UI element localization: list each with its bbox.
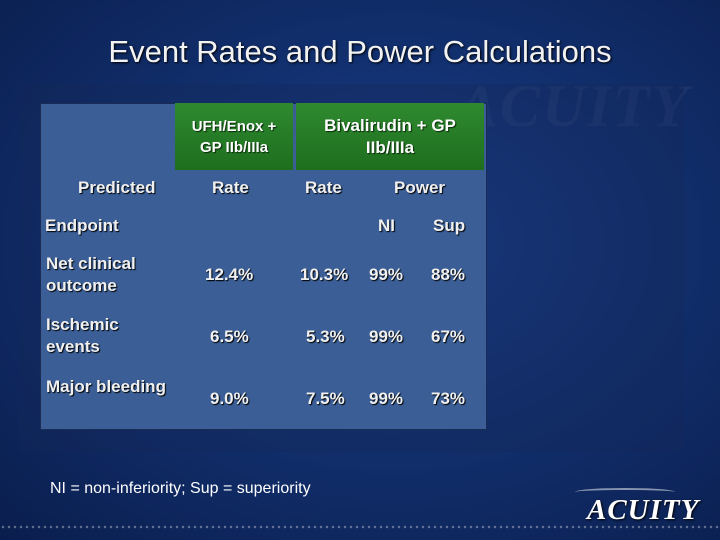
header-ufh-enox: UFH/Enox + GP IIb/IIIa <box>175 103 293 170</box>
table-row-label: Major bleeding <box>46 377 166 396</box>
table-row-label: Ischemic events <box>46 315 119 356</box>
ni-header: NI <box>378 216 395 235</box>
logo-watermark: ACUITY <box>457 73 690 139</box>
table-cell-rate-ufh: 12.4% <box>205 265 254 284</box>
logo-swoosh-icon <box>575 488 675 496</box>
table-cell-sup: 67% <box>431 327 466 346</box>
table-cell-ni: 99% <box>369 265 404 284</box>
header-ufh-enox-label: UFH/Enox + GP IIb/IIIa <box>191 117 277 156</box>
endpoint-label: Endpoint <box>45 216 119 235</box>
acuity-logo: ACUITY <box>587 494 700 526</box>
rate-header-bival: Rate <box>305 178 342 197</box>
decorative-dot-strip <box>0 524 720 530</box>
header-bivalirudin: Bivalirudin + GP IIb/IIIa <box>296 103 484 170</box>
slide-title: Event Rates and Power Calculations <box>108 34 612 69</box>
rate-header-ufh: Rate <box>212 178 249 197</box>
table-cell-ni: 99% <box>369 389 404 408</box>
table-cell-rate-bival: 5.3% <box>306 327 345 346</box>
table-cell-rate-ufh: 9.0% <box>210 389 249 408</box>
table-cell-rate-bival: 10.3% <box>300 265 349 284</box>
table-row-label: Net clinical outcome <box>46 254 136 295</box>
header-bivalirudin-label: Bivalirudin + GP IIb/IIIa <box>324 115 456 157</box>
predicted-label: Predicted <box>78 178 156 197</box>
table-cell-rate-ufh: 6.5% <box>210 327 249 346</box>
footnote: NI = non-inferiority; Sup = superiority <box>50 480 311 497</box>
table-cell-rate-bival: 7.5% <box>306 389 345 408</box>
sup-header: Sup <box>433 216 466 235</box>
power-header: Power <box>394 178 446 197</box>
table-cell-sup: 88% <box>431 265 466 284</box>
table-cell-ni: 99% <box>369 327 404 346</box>
table-cell-sup: 73% <box>431 389 466 408</box>
